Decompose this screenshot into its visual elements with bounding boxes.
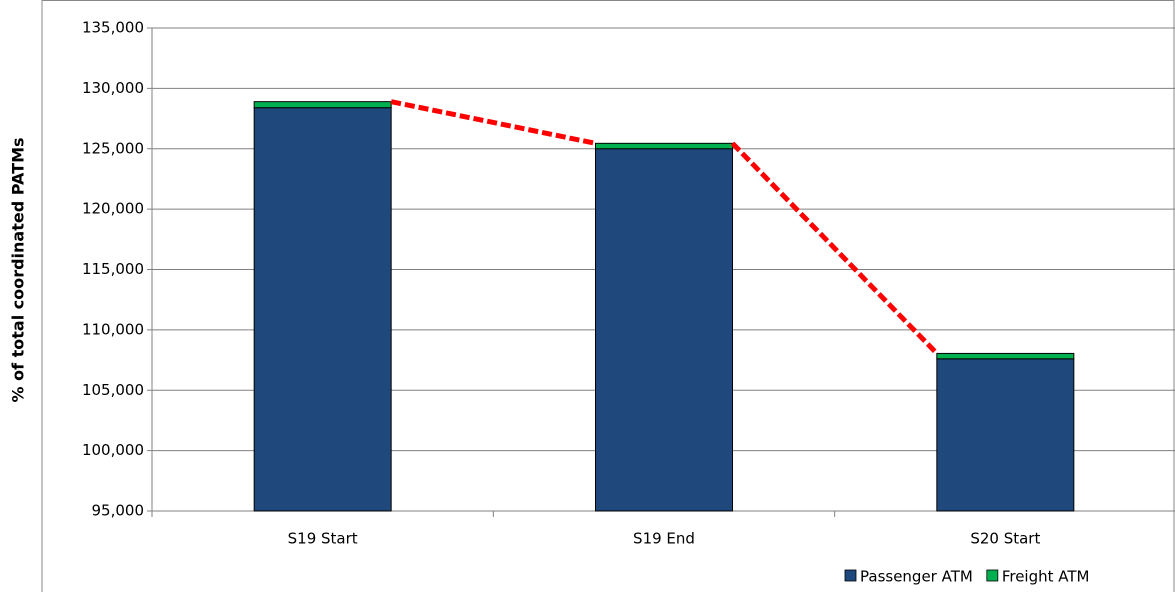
bar-segment [595, 142, 733, 150]
legend-swatch [844, 569, 857, 582]
chart-frame [41, 0, 1175, 592]
y-tick-label: 105,000 [82, 381, 144, 399]
legend-label: Passenger ATM [860, 568, 973, 586]
y-tick-label: 95,000 [92, 502, 145, 520]
y-axis-title: % of total coordinated PATMs [9, 137, 28, 402]
y-tick-label: 130,000 [82, 79, 144, 97]
legend-label: Freight ATM [1002, 568, 1090, 586]
x-tick-label: S19 Start [288, 530, 358, 548]
bar-segment [936, 352, 1075, 360]
x-tick-label: S19 End [633, 530, 695, 548]
x-tick-label: S20 Start [970, 530, 1040, 548]
bar-segment [595, 148, 733, 512]
y-tick-label: 125,000 [82, 139, 144, 157]
trend-line [730, 141, 939, 356]
y-tick-label: 115,000 [82, 260, 144, 278]
legend-swatch [986, 569, 999, 582]
bar-segment [253, 101, 392, 109]
bar-segment [253, 107, 392, 512]
bar-segment [936, 358, 1075, 512]
y-tick-label: 120,000 [82, 200, 144, 218]
trend-line [390, 99, 596, 146]
y-tick-label: 135,000 [82, 19, 144, 37]
y-tick-label: 100,000 [82, 441, 144, 459]
y-tick-label: 110,000 [82, 320, 144, 338]
